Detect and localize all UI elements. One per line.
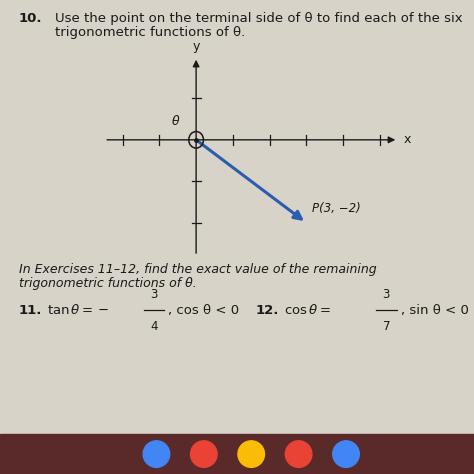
Text: , sin θ < 0: , sin θ < 0: [401, 304, 468, 317]
Text: x: x: [404, 133, 411, 146]
Text: $\mathrm{cos}\,\theta = $: $\mathrm{cos}\,\theta = $: [284, 303, 331, 318]
Text: 3: 3: [150, 288, 158, 301]
Circle shape: [143, 441, 170, 467]
Text: trigonometric functions of θ.: trigonometric functions of θ.: [19, 277, 197, 290]
Circle shape: [285, 441, 312, 467]
Text: 7: 7: [383, 319, 390, 333]
Circle shape: [238, 441, 264, 467]
Circle shape: [333, 441, 359, 467]
Text: y: y: [192, 40, 200, 53]
FancyBboxPatch shape: [0, 0, 474, 434]
Text: 12.: 12.: [256, 304, 279, 317]
Text: , cos θ < 0: , cos θ < 0: [168, 304, 239, 317]
Circle shape: [191, 441, 217, 467]
Text: Use the point on the terminal side of θ to find each of the six: Use the point on the terminal side of θ …: [55, 12, 462, 25]
Text: 11.: 11.: [19, 304, 42, 317]
Text: 4: 4: [150, 319, 158, 333]
Text: $\theta$: $\theta$: [171, 114, 181, 128]
Text: P(3, −2): P(3, −2): [312, 202, 361, 215]
Text: In Exercises 11–12, find the exact value of the remaining: In Exercises 11–12, find the exact value…: [19, 263, 376, 276]
Text: 10.: 10.: [19, 12, 43, 25]
Bar: [0, 434, 474, 474]
Text: $\mathrm{tan}\,\theta = -$: $\mathrm{tan}\,\theta = -$: [47, 303, 110, 318]
Text: 3: 3: [383, 288, 390, 301]
Text: trigonometric functions of θ.: trigonometric functions of θ.: [55, 26, 245, 39]
